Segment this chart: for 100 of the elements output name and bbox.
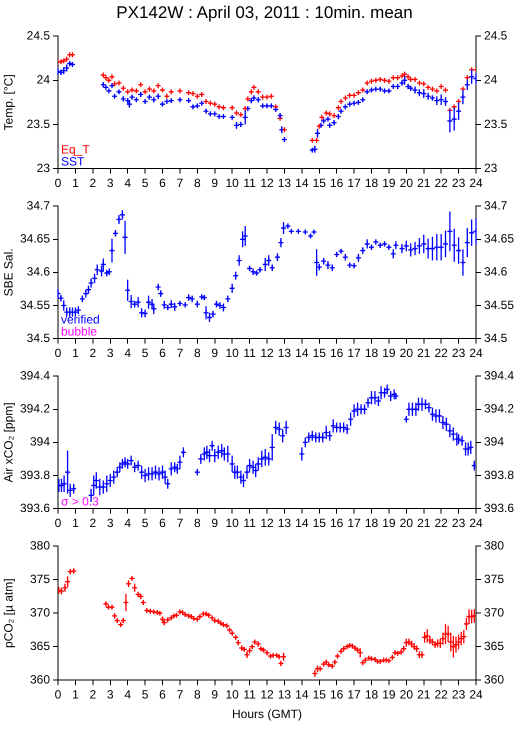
x-tick-label: 11 <box>243 346 256 360</box>
y2-tick-label: 34.5 <box>484 330 508 345</box>
text: SST <box>61 154 86 169</box>
x-tick-label: 16 <box>330 516 344 530</box>
y2-tick-label: 393.8 <box>484 468 514 482</box>
x-tick-label: 2 <box>89 688 96 702</box>
x-tick-label: 18 <box>364 688 378 702</box>
x-tick-label: 21 <box>417 688 431 702</box>
y-axis-title: pCO₂ [µ atm] <box>2 578 16 648</box>
x-tick-label: 20 <box>400 346 414 360</box>
y-tick-label: 24.5 <box>26 28 50 43</box>
y-tick-label: 24 <box>36 72 50 87</box>
x-tick-label: 4 <box>124 346 132 360</box>
y-tick-label: 360 <box>30 672 50 687</box>
x-tick-label: 20 <box>400 516 414 530</box>
x-tick-label: 19 <box>382 346 396 360</box>
x-tick-label: 9 <box>211 346 218 360</box>
x-tick-label: 21 <box>417 176 431 190</box>
x-tick-label: 19 <box>382 688 396 702</box>
x-tick-label: 12 <box>260 516 274 530</box>
x-tick-label: 17 <box>347 688 362 702</box>
x-tick-label: 0 <box>54 346 62 360</box>
x-tick-label: 8 <box>194 516 201 530</box>
y-axis-title: Temp. [°C] <box>2 74 16 130</box>
x-tick-label: 2 <box>89 176 96 190</box>
x-tick-label: 17 <box>347 516 362 530</box>
y-axis-title: Air xCO₂ [ppm] <box>2 402 16 482</box>
y2-tick-label: 375 <box>484 572 504 586</box>
y2-tick-label: 24 <box>484 72 498 87</box>
x-tick-label: 7 <box>176 176 184 190</box>
x-tick-label: 1 <box>72 346 80 360</box>
y-tick-label: 375 <box>30 572 50 586</box>
x-tick-label: 1 <box>72 516 80 530</box>
x-tick-label: 15 <box>312 688 326 702</box>
x-tick-label: 24 <box>469 516 483 530</box>
x-tick-label: 0 <box>54 688 62 702</box>
x-tick-label: 20 <box>400 176 414 190</box>
x-tick-label: 5 <box>142 688 149 702</box>
y2-tick-label: 24.5 <box>484 28 508 43</box>
y-tick-label: 23 <box>36 160 50 175</box>
x-tick-label: 2 <box>89 346 96 360</box>
x-tick-label: 21 <box>417 346 431 360</box>
x-tick-label: 19 <box>382 516 396 530</box>
x-tick-label: 8 <box>194 346 201 360</box>
x-tick-label: 6 <box>159 176 166 190</box>
x-tick-label: 23 <box>452 516 466 530</box>
y2-tick-label: 360 <box>484 672 504 687</box>
x-tick-label: 17 <box>347 176 362 190</box>
x-tick-label: 19 <box>382 176 396 190</box>
x-tick-label: 21 <box>417 516 431 530</box>
y-tick-label: 370 <box>30 606 50 620</box>
x-tick-label: 24 <box>469 688 483 702</box>
y2-tick-label: 380 <box>484 538 504 553</box>
y2-tick-label: 34.55 <box>484 298 514 312</box>
x-tick-label: 17 <box>347 346 362 360</box>
x-tick-label: 13 <box>278 688 292 702</box>
y-tick-label: 365 <box>30 639 50 654</box>
y-tick-label: 34.5 <box>26 330 50 345</box>
text: Eq_T <box>61 142 90 157</box>
x-tick-label: 12 <box>260 176 274 190</box>
x-tick-label: 1 <box>72 176 80 190</box>
x-tick-label: 9 <box>211 516 218 530</box>
y-axis-title: SBE Sal. <box>2 248 16 296</box>
x-tick-label: 22 <box>434 516 448 530</box>
x-tick-label: 14 <box>295 516 309 530</box>
x-tick-label: 16 <box>330 688 344 702</box>
x-tick-label: 20 <box>400 688 414 702</box>
x-tick-label: 5 <box>142 346 149 360</box>
y-tick-label: 394.2 <box>20 402 50 416</box>
x-tick-label: 1 <box>72 688 80 702</box>
y2-tick-label: 393.6 <box>484 500 514 515</box>
x-tick-label: 18 <box>364 516 378 530</box>
y-tick-label: 34.55 <box>20 298 50 312</box>
x-tick-label: 6 <box>159 346 166 360</box>
x-tick-label: 10 <box>225 176 240 190</box>
x-tick-label: 7 <box>176 688 184 702</box>
x-tick-label: 11 <box>243 688 256 702</box>
x-tick-label: 6 <box>159 516 166 530</box>
y-tick-label: 394 <box>30 434 50 449</box>
x-tick-label: 23 <box>452 346 466 360</box>
x-tick-label: 18 <box>364 176 378 190</box>
y2-tick-label: 34.6 <box>484 264 508 279</box>
x-tick-label: 10 <box>225 516 240 530</box>
y-tick-label: 34.7 <box>26 198 50 213</box>
y-tick-label: 394.4 <box>20 368 50 383</box>
x-tick-label: 18 <box>364 346 378 360</box>
x-tick-label: 11 <box>243 176 256 190</box>
x-tick-label: 3 <box>106 688 114 702</box>
x-tick-label: 10 <box>225 688 240 702</box>
annotation: σ > 0.3 <box>61 494 100 509</box>
y2-tick-label: 23 <box>484 160 498 175</box>
x-tick-label: 15 <box>312 346 326 360</box>
x-tick-label: 0 <box>54 176 62 190</box>
y2-tick-label: 370 <box>484 606 504 620</box>
y2-tick-label: 365 <box>484 639 504 654</box>
y2-tick-label: 394 <box>484 434 504 449</box>
y-tick-label: 393.8 <box>20 468 50 482</box>
x-tick-label: 12 <box>260 688 274 702</box>
y2-tick-label: 34.65 <box>484 232 514 246</box>
y-tick-label: 23.5 <box>26 116 50 131</box>
